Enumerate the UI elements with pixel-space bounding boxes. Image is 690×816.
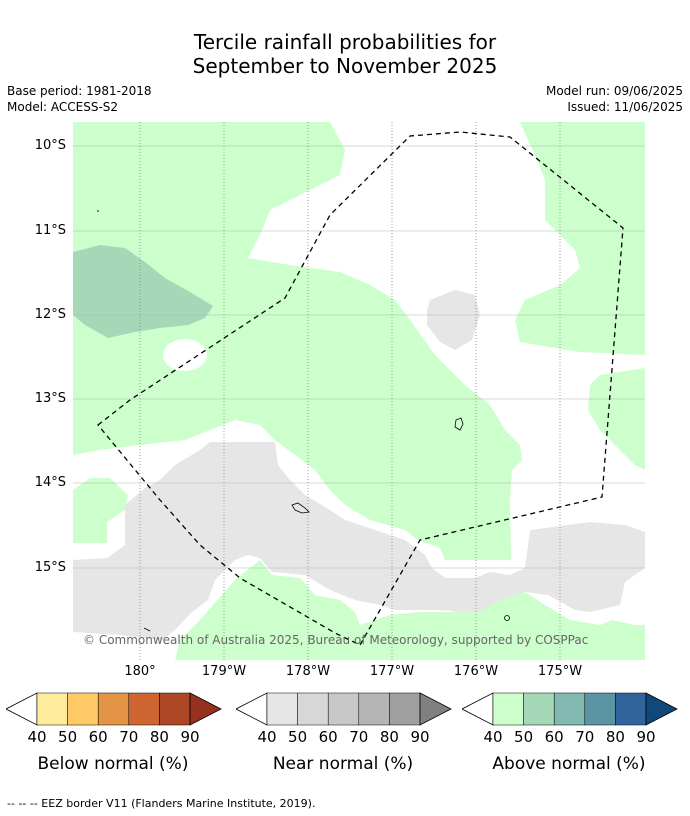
lat-label-13s: 13°S [34,391,66,406]
island-c [504,615,510,621]
issued-date: Issued: 11/06/2025 [567,100,683,114]
cbar-below-over [189,692,222,726]
cbar-above-bin-3 [553,692,586,726]
cbar-above-bin-1 [492,692,524,726]
above-normal-region-east [588,368,645,470]
below-normal-title: Below normal (%) [37,754,189,774]
near-tick-50: 50 [288,728,308,746]
blank-patch [163,339,207,371]
island-b [291,502,310,514]
model-run: Model run: 09/06/2025 [545,84,683,98]
above-normal-region-southwest-small [73,478,128,543]
lon-label-175w: 175°W [537,664,583,679]
above-normal-region-west [73,122,522,560]
lat-label-12s: 12°S [34,307,66,322]
above-tick-40: 40 [483,728,503,746]
meta-left: Base period: 1981-2018 Model: ACCESS-S2 [7,83,152,115]
cbar-above-bin-5 [615,692,647,726]
lon-label-177w: 177°W [369,664,415,679]
lat-label-11s: 11°S [34,223,66,238]
cbar-above-under [462,692,494,726]
near-normal-colorbar [236,692,452,726]
cbar-below-bin-4 [128,692,160,726]
title-line-1: Tercile rainfall probabilities for [193,30,497,54]
cbar-near-bin-3 [327,692,360,726]
lat-label-14s: 14°S [34,475,66,490]
cbar-near-bin-1 [266,692,298,726]
cbar-near-bin-2 [297,692,329,726]
above-tick-70: 70 [575,728,595,746]
near-normal-title: Near normal (%) [272,754,414,774]
below-tick-60: 60 [88,728,108,746]
above-tick-60: 60 [544,728,564,746]
cbar-above-bin-4 [584,692,616,726]
base-period: Base period: 1981-2018 [7,84,152,98]
eez-footnote: -- -- -- EEZ border V11 (Flanders Marine… [7,797,316,810]
copyright-notice: © Commonwealth of Australia 2025, Bureau… [83,633,589,647]
latitude-gridlines [73,145,645,569]
near-tick-60: 60 [318,728,338,746]
near-normal-region-north [427,290,480,350]
cbar-near-under [236,692,268,726]
island-e [143,627,151,632]
above-tick-50: 50 [514,728,534,746]
above-normal-colorbar [462,692,678,726]
near-normal-region-south [73,442,645,640]
near-tick-40: 40 [257,728,277,746]
eez-border [97,131,624,646]
below-tick-70: 70 [119,728,139,746]
cbar-above-over [645,692,678,726]
cbar-above-bin-2 [523,692,555,726]
near-tick-80: 80 [379,728,399,746]
title-line-2: September to November 2025 [192,54,498,78]
map-title: Tercile rainfall probabilities for Septe… [0,30,690,78]
above-tick-80: 80 [605,728,625,746]
island-d [97,210,99,212]
lon-label-179w: 179°W [201,664,247,679]
lat-label-10s: 10°S [34,138,66,153]
cbar-near-bin-5 [389,692,421,726]
lon-label-178w: 178°W [285,664,331,679]
probability-regions [73,122,645,660]
above-tick-90: 90 [636,728,656,746]
model-name: Model: ACCESS-S2 [7,100,119,114]
above-normal-region-northeast [515,122,645,355]
below-tick-50: 50 [58,728,78,746]
below-normal-colorbar [6,692,222,726]
lat-label-15s: 15°S [34,560,66,575]
cbar-below-bin-1 [36,692,68,726]
below-tick-80: 80 [149,728,169,746]
island-a [454,417,464,431]
cbar-near-over [419,692,452,726]
near-tick-70: 70 [349,728,369,746]
near-tick-90: 90 [410,728,430,746]
cbar-below-bin-3 [97,692,130,726]
cbar-below-bin-2 [67,692,99,726]
lon-label-176w: 176°W [453,664,499,679]
below-tick-90: 90 [180,728,200,746]
above-normal-region-south [175,560,645,660]
cbar-below-bin-5 [159,692,191,726]
above-normal-title: Above normal (%) [492,754,646,774]
meta-right: Model run: 09/06/2025 Issued: 11/06/2025 [546,83,683,115]
below-tick-40: 40 [27,728,47,746]
cbar-near-bin-4 [358,692,390,726]
lon-label-180: 180° [124,664,156,679]
cbar-below-under [6,692,38,726]
